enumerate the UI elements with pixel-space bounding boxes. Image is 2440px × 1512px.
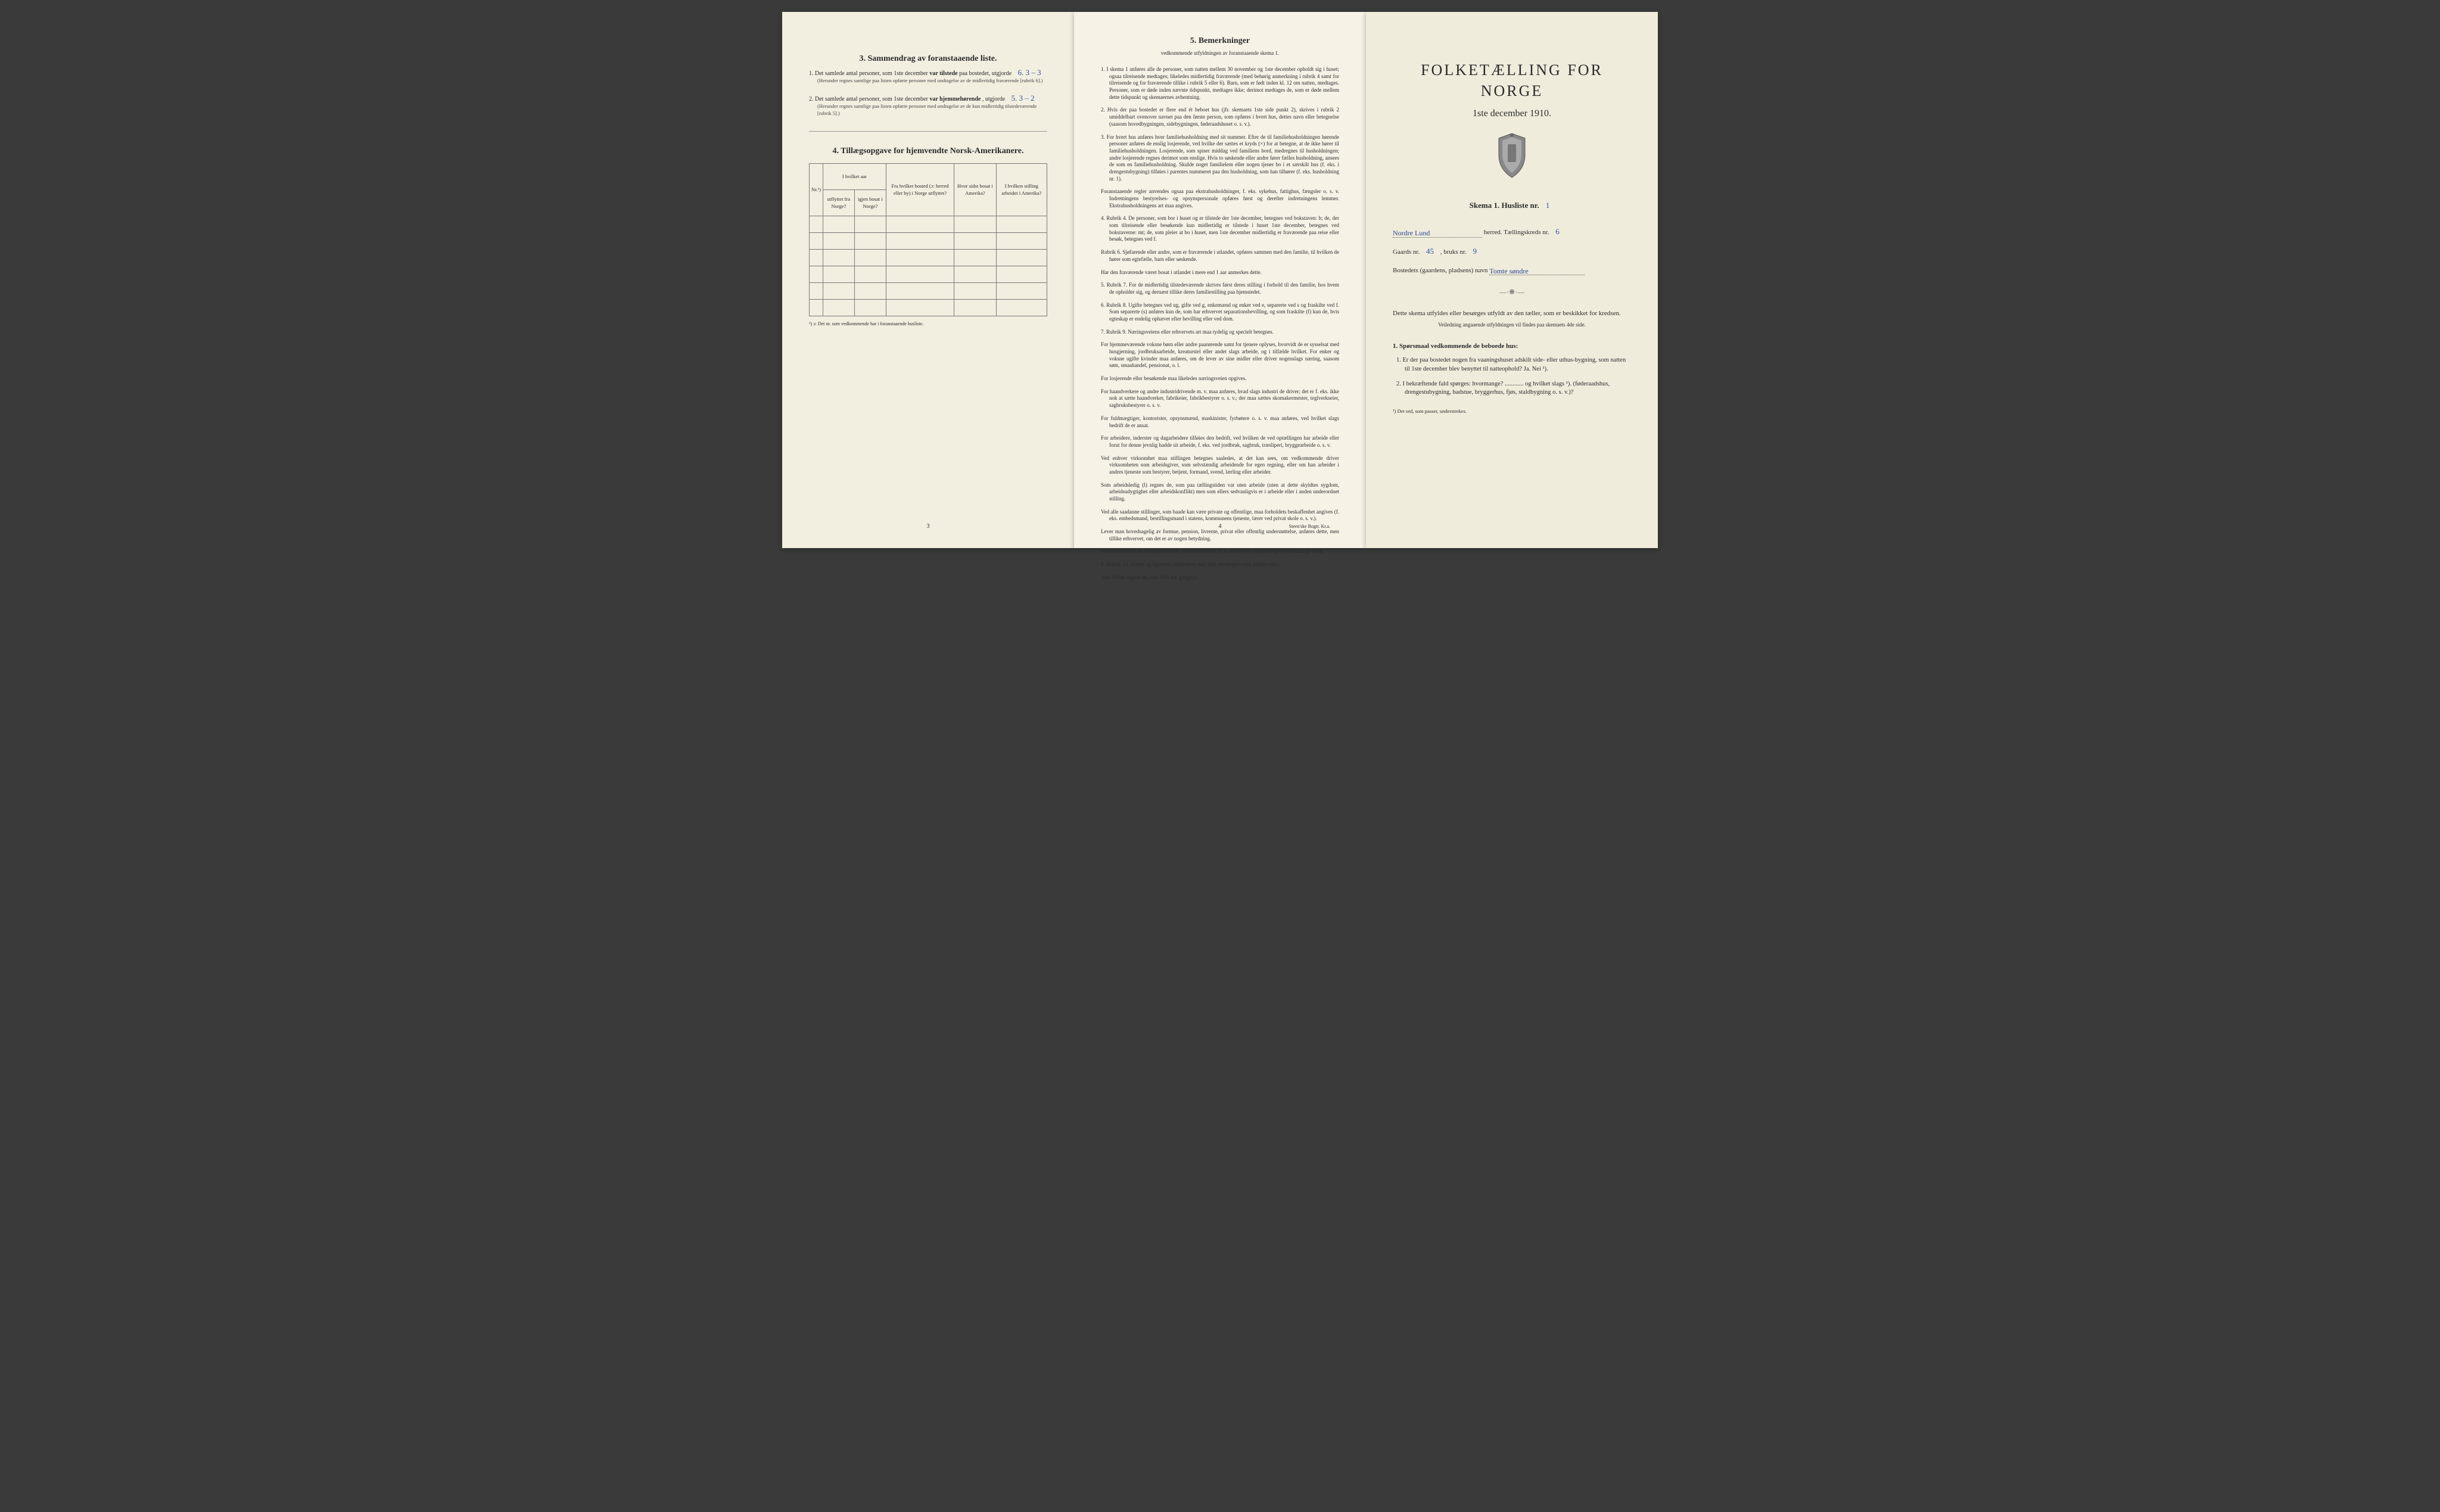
col-where: Hvor sidst bosat i Amerika? xyxy=(954,164,996,216)
section5-num: 5. xyxy=(1190,36,1197,45)
remark-item: For haandverkere og andre industridriven… xyxy=(1101,388,1339,409)
item1-handwritten: 6. 3 – 3 xyxy=(1013,68,1046,77)
section4-heading: 4. Tillægsopgave for hjemvendte Norsk-Am… xyxy=(809,146,1047,157)
table-row xyxy=(810,283,1047,300)
remark-item: Lever man hovedsagelig av formue, pensio… xyxy=(1101,528,1339,542)
section5-heading: 5. Bemerkninger xyxy=(1101,36,1339,47)
skema-value: 1 xyxy=(1541,201,1555,210)
remark-item: For hjemmeværende voksne børn eller andr… xyxy=(1101,341,1339,369)
page-right: FOLKETÆLLING FOR NORGE 1ste december 191… xyxy=(1366,12,1658,548)
question-2: 2. I bekræftende fald spørges: hvormange… xyxy=(1393,380,1631,397)
bosted-line: Bostedets (gaardens, pladsens) navn Tomt… xyxy=(1393,265,1631,276)
remark-item: Har den fraværende været bosat i utlande… xyxy=(1101,269,1339,276)
gaard-value: 45 xyxy=(1421,247,1439,256)
skema-line: Skema 1. Husliste nr. 1 xyxy=(1393,200,1631,211)
page-number: 4 xyxy=(1219,522,1222,531)
remark-item: For fuldmægtiger, kontorister, opsynsmæn… xyxy=(1101,415,1339,429)
section4-title: Tillægsopgave for hjemvendte Norsk-Ameri… xyxy=(841,147,1023,155)
remark-item: Som blinde regnes de, som ikke har gangs… xyxy=(1101,574,1339,581)
col-position: I hvilken stilling arbeidet i Amerika? xyxy=(996,164,1047,216)
table-row xyxy=(810,250,1047,266)
remark-item: Foranstaaende regler anvendes ogsaa paa … xyxy=(1101,188,1339,209)
remarks-list: 1. I skema 1 anføres alle de personer, s… xyxy=(1101,66,1339,581)
herred-line: Nordre Lund herred. Tællingskreds nr. 6 xyxy=(1393,226,1631,238)
remark-item: 3. For hvert hus anføres hver familiehus… xyxy=(1101,134,1339,183)
cover-footnote: ¹) Det ord, som passer, understrekes. xyxy=(1393,408,1631,415)
section5-sub: vedkommende utfyldningen av foranstaaend… xyxy=(1101,49,1339,57)
bruk-value: 9 xyxy=(1468,247,1482,256)
item2-bold: var hjemmehørende xyxy=(929,96,981,102)
page-middle: 5. Bemerkninger vedkommende utfyldningen… xyxy=(1074,12,1366,548)
item2-handwritten: 5. 3 – 2 xyxy=(1007,94,1040,102)
supplement-table: Nr.¹) I hvilket aar Fra hvilket bosted (… xyxy=(809,163,1047,316)
remark-item: Ved enhver virksomhet maa stillingen bet… xyxy=(1101,455,1339,476)
item2-fine: (Herunder regnes samtlige paa listen opf… xyxy=(817,103,1047,117)
remark-item: 5. Rubrik 7. For de midlertidig tilstede… xyxy=(1101,282,1339,295)
gaard-label: Gaards nr. xyxy=(1393,248,1420,256)
cover-body: Dette skema utfyldes eller besørges utfy… xyxy=(1393,309,1631,318)
question-1: 1. Er der paa bostedet nogen fra vaaning… xyxy=(1393,356,1631,374)
remark-item: For arbeidere, inderster og dagarbeidere… xyxy=(1101,435,1339,449)
remark-item: 8. Rubrik 14. Sinker og lignende aandssl… xyxy=(1101,561,1339,568)
page-left: 3. Sammendrag av foranstaaende liste. 1.… xyxy=(782,12,1074,548)
section3-item2: 2. Det samlede antal personer, som 1ste … xyxy=(809,93,1047,117)
bosted-label: Bostedets (gaardens, pladsens) navn xyxy=(1393,267,1487,274)
question-heading: 1. Spørsmaal vedkommende de beboede hus: xyxy=(1393,342,1631,351)
item1-lead: 1. Det samlede antal personer, som 1ste … xyxy=(809,70,928,77)
bruk-label: , bruks nr. xyxy=(1440,248,1467,256)
section5-title: Bemerkninger xyxy=(1199,36,1250,45)
remark-item: 7. Rubrik 9. Næringsveiens eller erhverv… xyxy=(1101,329,1339,336)
document-spread: 3. Sammendrag av foranstaaende liste. 1.… xyxy=(782,12,1658,548)
col-year-group: I hvilket aar xyxy=(823,164,886,190)
ornament-icon: ―·❋·― xyxy=(1393,287,1631,297)
section3-title: Sammendrag av foranstaaende liste. xyxy=(868,54,997,63)
col-from: Fra hvilket bosted (ɔ: herred eller by) … xyxy=(886,164,954,216)
remark-item: Ved forhenværende næringsdrivende, embed… xyxy=(1101,548,1339,555)
table-row xyxy=(810,300,1047,316)
section3-heading: 3. Sammendrag av foranstaaende liste. xyxy=(809,54,1047,65)
item1-bold: var tilstede xyxy=(929,70,957,77)
kreds-value: 6 xyxy=(1551,227,1564,236)
remark-item: For losjerende eller besøkende maa likel… xyxy=(1101,375,1339,382)
item1-fine: (Herunder regnes samtlige paa listen opf… xyxy=(817,77,1047,84)
col-emigrated: utflyttet fra Norge? xyxy=(823,190,855,216)
table-row xyxy=(810,266,1047,283)
section3-num: 3. xyxy=(860,54,866,63)
item2-lead: 2. Det samlede antal personer, som 1ste … xyxy=(809,96,928,102)
gaard-line: Gaards nr. 45 , bruks nr. 9 xyxy=(1393,246,1631,257)
col-returned: igjen bosat i Norge? xyxy=(854,190,886,216)
herred-value: Nordre Lund xyxy=(1393,229,1430,237)
remark-item: Rubrik 6. Sjøfarende eller andre, som er… xyxy=(1101,249,1339,263)
remark-item: 6. Rubrik 8. Ugifte betegnes ved ug, gif… xyxy=(1101,302,1339,323)
remark-item: 2. Hvis der paa bostedet er flere end ét… xyxy=(1101,107,1339,127)
section3-item1: 1. Det samlede antal personer, som 1ste … xyxy=(809,67,1047,85)
coat-of-arms-icon xyxy=(1393,132,1631,183)
census-date: 1ste december 1910. xyxy=(1393,107,1631,120)
item2-tail: , utgjorde xyxy=(982,96,1005,102)
herred-tail: herred. Tællingskreds nr. xyxy=(1484,229,1549,236)
page-number: 3 xyxy=(927,522,930,531)
cover-instruction: Veiledning angaaende utfyldningen vil fi… xyxy=(1393,321,1631,328)
skema-label: Skema 1. Husliste nr. xyxy=(1470,201,1539,210)
col-nr: Nr.¹) xyxy=(810,164,823,216)
q1-text: 1. Er der paa bostedet nogen fra vaaning… xyxy=(1396,357,1626,372)
remark-item: 4. Rubrik 4. De personer, som bor i huse… xyxy=(1101,215,1339,243)
section4-num: 4. xyxy=(833,147,839,155)
table-row xyxy=(810,216,1047,233)
divider xyxy=(809,131,1047,132)
table-row xyxy=(810,233,1047,250)
table-header-row: Nr.¹) I hvilket aar Fra hvilket bosted (… xyxy=(810,164,1047,190)
census-title: FOLKETÆLLING FOR NORGE xyxy=(1393,60,1631,101)
item1-tail: paa bostedet, utgjorde xyxy=(959,70,1012,77)
printer-credit: Steen'ske Bogtr. Kr.a. xyxy=(1289,524,1330,530)
remark-item: Ved alle saadanne stillinger, som baade … xyxy=(1101,509,1339,522)
remark-item: Som arbeidsledig (l) regnes de, som paa … xyxy=(1101,482,1339,503)
remark-item: 1. I skema 1 anføres alle de personer, s… xyxy=(1101,66,1339,101)
bosted-value: Tomte søndre xyxy=(1489,267,1528,275)
section4-footnote: ¹) ɔ: Det nr. som vedkommende har i fora… xyxy=(809,321,1047,328)
